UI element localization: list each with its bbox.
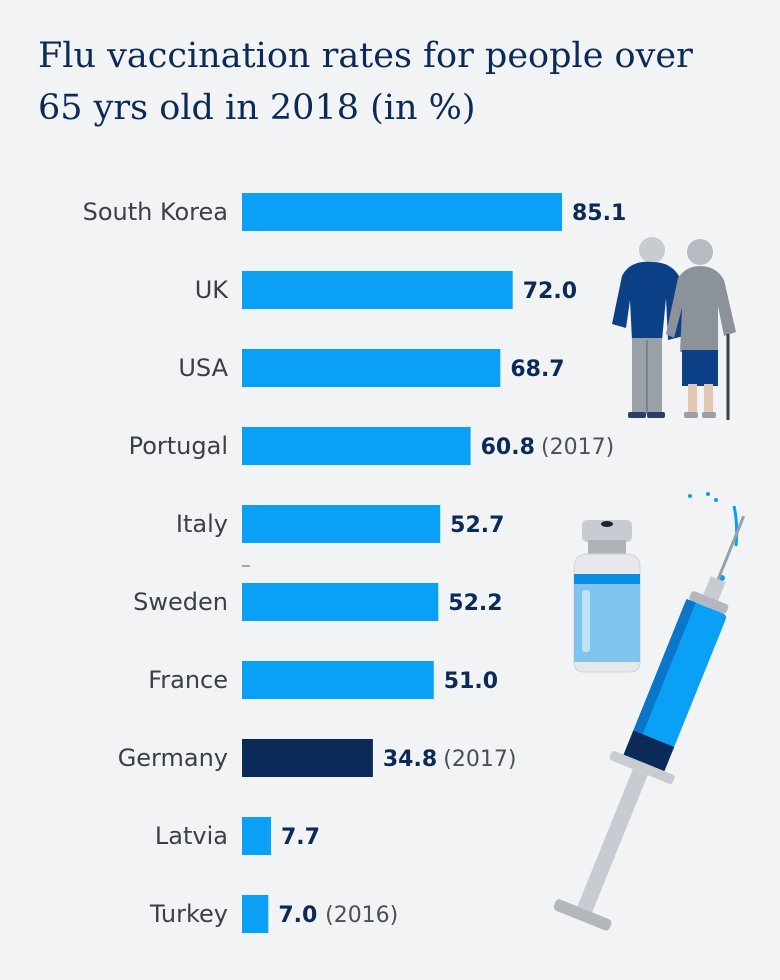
bar [242,349,501,387]
bar [242,271,513,309]
category-label: South Korea [83,198,228,226]
bar [242,505,441,543]
value-label: 51.0 [444,669,498,694]
category-label: UK [195,276,230,304]
year-note: (2017) [443,747,516,772]
year-note: (2017) [541,435,614,460]
value-label: 34.8 [383,747,437,772]
value-label: 52.7 [450,513,504,538]
category-label: Sweden [133,588,228,616]
category-label: Latvia [155,822,228,850]
value-label: 85.1 [572,201,626,226]
bars-group: South Korea 85.1 UK 72.0 USA 68.7 Portugal 60.8… [83,193,626,933]
value-label: 7.7 [281,825,320,850]
elderly-couple-icon [612,237,736,420]
category-label: Italy [176,510,228,538]
category-label: France [148,666,228,694]
year-note: (2016) [325,903,398,928]
chart-title: Flu vaccination rates for people over 65… [38,36,693,128]
value-label: 7.0 [278,903,317,928]
bar [242,739,373,777]
bar [242,583,439,621]
bar [242,427,471,465]
value-label: 60.8 [481,435,535,460]
value-label: 52.2 [448,591,502,616]
bar [242,895,269,933]
category-label: Portugal [129,432,228,460]
syringe-icon [553,492,746,931]
category-label: Turkey [149,900,228,928]
category-label: USA [178,354,228,382]
value-label: 68.7 [510,357,564,382]
bar [242,193,562,231]
vaccine-vial-icon [573,520,641,673]
bar [242,817,271,855]
bar [242,661,434,699]
category-label: Germany [118,744,228,772]
value-label: 72.0 [523,279,577,304]
